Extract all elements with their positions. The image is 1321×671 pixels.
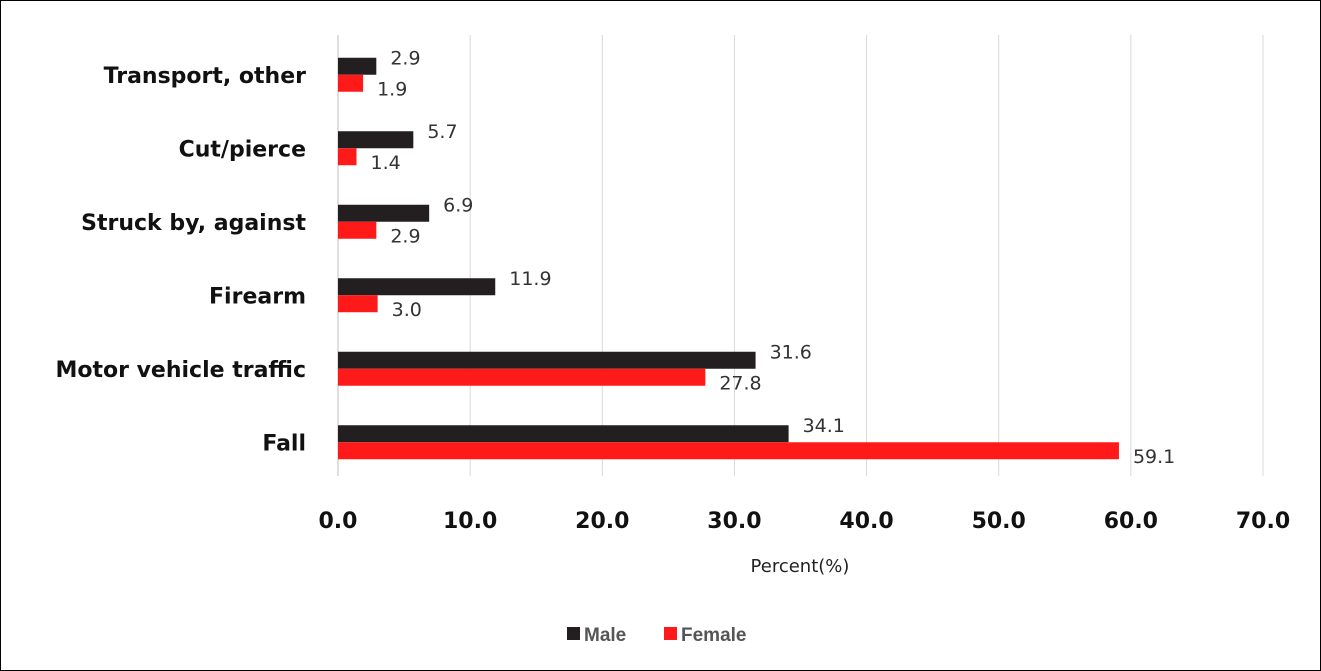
category-label: Motor vehicle traffic [55, 358, 306, 383]
data-label-male: 6.9 [443, 194, 473, 216]
x-axis-title: Percent(%) [751, 556, 850, 577]
data-label-male: 34.1 [803, 415, 845, 437]
category-label: Fall [262, 431, 306, 456]
bar-male [338, 204, 430, 222]
x-tick-label: 70.0 [1236, 509, 1290, 534]
x-tick-label: 30.0 [707, 509, 761, 534]
x-tick-label: 50.0 [972, 509, 1026, 534]
category-label: Transport, other [104, 64, 307, 89]
data-label-female: 59.1 [1133, 446, 1175, 468]
bar-male [338, 351, 756, 369]
legend-swatch-male [567, 627, 580, 640]
legend-swatch-female [664, 627, 677, 640]
data-labels: 2.9 1.9 5.7 1.4 6.9 2.9 11.9 3.0 31.6 27.8 34.1 59.… [371, 47, 1176, 468]
data-label-female: 27.8 [719, 372, 761, 394]
x-tick-label: 20.0 [575, 509, 629, 534]
bar-male [338, 425, 789, 443]
x-tick-label: 40.0 [839, 509, 893, 534]
x-tick-label: 0.0 [319, 509, 358, 534]
legend: Male Female [567, 625, 746, 646]
x-tick-labels: 0.0 10.0 20.0 30.0 40.0 50.0 60.0 70.0 [319, 509, 1291, 534]
data-label-male: 5.7 [427, 121, 457, 143]
data-label-male: 11.9 [509, 268, 551, 290]
data-label-female: 3.0 [392, 299, 422, 321]
x-tick-label: 10.0 [443, 509, 497, 534]
gridlines [337, 35, 1264, 476]
data-label-female: 1.9 [377, 78, 407, 100]
category-label: Firearm [209, 284, 306, 309]
category-label: Struck by, against [81, 211, 306, 236]
category-labels: Transport, other Cut/pierce Struck by, aga… [55, 64, 306, 457]
data-label-female: 1.4 [371, 152, 401, 174]
bar-male [338, 278, 496, 296]
bar-female [338, 295, 378, 313]
x-tick-label: 60.0 [1104, 509, 1158, 534]
legend-label-female: Female [681, 625, 746, 646]
bars [338, 57, 1119, 460]
bar-female [338, 221, 377, 239]
bar-male [338, 57, 377, 75]
category-label: Cut/pierce [179, 137, 306, 162]
bar-male [338, 131, 414, 149]
bar-female [338, 442, 1119, 460]
bar-female [338, 74, 364, 92]
data-label-female: 2.9 [390, 225, 420, 247]
bar-female [338, 368, 706, 386]
data-label-male: 31.6 [770, 341, 812, 363]
data-label-male: 2.9 [390, 47, 420, 69]
bar-female [338, 148, 357, 166]
legend-label-male: Male [584, 625, 626, 646]
